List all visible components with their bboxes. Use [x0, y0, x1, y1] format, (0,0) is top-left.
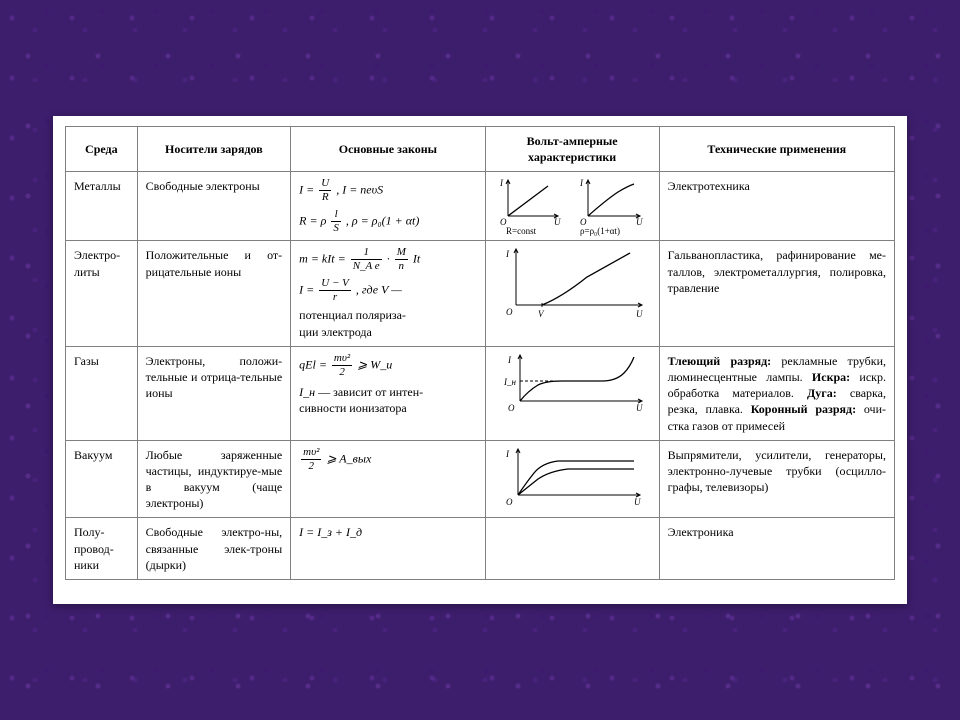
col-carriers: Носители зарядов [137, 127, 291, 172]
table-row: Газы Электроны, положи-тельные и отрица-… [66, 346, 895, 440]
svg-text:R=const: R=const [506, 226, 537, 236]
svg-text:I: I [505, 449, 510, 459]
iv-chart-electrolytes: I O V U [492, 245, 650, 323]
laws-cell: I = I_з + I_д [291, 518, 485, 580]
carriers-cell: Любые заряженные частицы, индуктируе-мые… [137, 440, 291, 518]
iv-cell: I I_н O U [485, 346, 659, 440]
svg-text:O: O [506, 307, 513, 317]
physics-table: Среда Носители зарядов Основные законы В… [65, 126, 895, 580]
carriers-cell: Положительные и от-рицательные ионы [137, 241, 291, 346]
svg-text:U: U [554, 217, 561, 227]
svg-text:I: I [579, 178, 584, 188]
document-sheet: Среда Носители зарядов Основные законы В… [53, 116, 907, 604]
col-applications: Технические применения [659, 127, 894, 172]
table-row: Вакуум Любые заряженные частицы, индукти… [66, 440, 895, 518]
table-row: Полу-провод-ники Свободные электро-ны, с… [66, 518, 895, 580]
applications-cell: Выпрямители, усилители, генераторы, элек… [659, 440, 894, 518]
applications-cell: Гальванопластика, рафинирование ме-талло… [659, 241, 894, 346]
col-iv: Вольт-амперные характеристики [485, 127, 659, 172]
col-medium: Среда [66, 127, 138, 172]
iv-chart-gases: I I_н O U [492, 351, 650, 417]
laws-cell: m = kIt = 1N_A e · Mn It I = U − Vr , гд… [291, 241, 485, 346]
svg-text:I: I [505, 249, 510, 259]
medium-cell: Электро-литы [66, 241, 138, 346]
svg-text:U: U [636, 217, 643, 227]
iv-chart-metals: I U O R=const I U O ρ=ρ₀(1+αt) [492, 176, 650, 236]
applications-cell: Электроника [659, 518, 894, 580]
svg-text:U: U [636, 309, 643, 319]
svg-text:U: U [634, 497, 641, 507]
iv-chart-vacuum: I O U [492, 445, 650, 509]
table-row: Электро-литы Положительные и от-рицатель… [66, 241, 895, 346]
svg-text:I: I [499, 178, 504, 188]
medium-cell: Полу-провод-ники [66, 518, 138, 580]
col-laws: Основные законы [291, 127, 485, 172]
table-row: Металлы Свободные электроны I = UR , I =… [66, 172, 895, 241]
svg-text:I_н: I_н [503, 377, 516, 387]
iv-cell: I O U [485, 440, 659, 518]
laws-cell: I = UR , I = neυS R = ρ lS , ρ = ρ₀(1 + … [291, 172, 485, 241]
iv-cell: I U O R=const I U O ρ=ρ₀(1+αt) [485, 172, 659, 241]
laws-cell: mυ²2 ⩾ A_вых [291, 440, 485, 518]
iv-cell [485, 518, 659, 580]
svg-text:U: U [636, 403, 643, 413]
svg-text:V: V [538, 309, 545, 319]
applications-cell: Тлеющий разряд: рекламные трубки, люмине… [659, 346, 894, 440]
applications-cell: Электротехника [659, 172, 894, 241]
iv-cell: I O V U [485, 241, 659, 346]
medium-cell: Вакуум [66, 440, 138, 518]
carriers-cell: Электроны, положи-тельные и отрица-тельн… [137, 346, 291, 440]
table-header-row: Среда Носители зарядов Основные законы В… [66, 127, 895, 172]
svg-text:ρ=ρ₀(1+αt): ρ=ρ₀(1+αt) [580, 226, 620, 236]
svg-text:I: I [507, 355, 512, 365]
medium-cell: Газы [66, 346, 138, 440]
carriers-cell: Свободные электроны [137, 172, 291, 241]
svg-text:O: O [506, 497, 513, 507]
laws-cell: qEl = mυ²2 ⩾ W_и I_н — зависит от интен-… [291, 346, 485, 440]
medium-cell: Металлы [66, 172, 138, 241]
svg-text:O: O [508, 403, 515, 413]
carriers-cell: Свободные электро-ны, связанные элек-тро… [137, 518, 291, 580]
